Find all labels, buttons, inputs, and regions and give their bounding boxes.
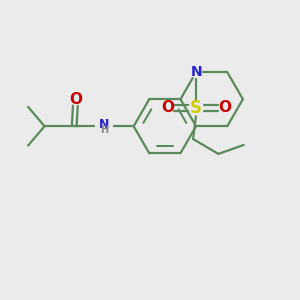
Circle shape bbox=[70, 94, 81, 105]
Text: O: O bbox=[161, 100, 174, 115]
Text: O: O bbox=[218, 100, 231, 115]
Circle shape bbox=[189, 101, 203, 115]
Circle shape bbox=[96, 118, 112, 134]
Circle shape bbox=[219, 103, 230, 113]
Text: H: H bbox=[100, 125, 108, 135]
Text: S: S bbox=[190, 99, 202, 117]
Circle shape bbox=[163, 103, 173, 113]
Text: O: O bbox=[69, 92, 82, 107]
Text: N: N bbox=[190, 65, 202, 79]
Text: N: N bbox=[99, 118, 109, 131]
Circle shape bbox=[191, 67, 201, 77]
